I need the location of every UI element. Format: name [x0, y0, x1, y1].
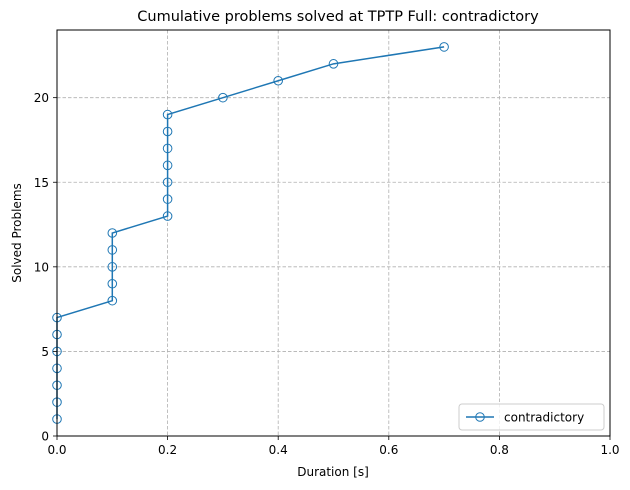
y-tick-label: 15	[34, 176, 49, 190]
data-point	[107, 245, 118, 255]
chart-title: Cumulative problems solved at TPTP Full:…	[137, 9, 539, 25]
y-axis: 0 5 10 15 20	[34, 91, 57, 444]
data-point	[162, 194, 173, 204]
grid	[56, 30, 611, 437]
data-point	[107, 228, 118, 238]
x-tick-label: 0.2	[158, 443, 177, 457]
data-point	[162, 160, 173, 171]
data-point	[107, 262, 118, 272]
y-tick-label: 10	[34, 260, 49, 274]
legend-label: contradictory	[504, 411, 584, 425]
y-tick-label: 20	[34, 91, 49, 105]
legend-box	[458, 403, 605, 431]
x-axis: 0.0 0.2 0.4 0.6 0.8 1.0	[47, 436, 620, 457]
data-point	[107, 278, 118, 289]
x-tick-label: 1.0	[600, 443, 619, 457]
x-tick-label: 0.4	[269, 443, 288, 457]
x-tick-label: 0.8	[490, 443, 509, 457]
data-point	[162, 109, 173, 120]
legend-marker	[475, 412, 485, 422]
data-point	[107, 295, 118, 306]
data-point	[162, 126, 173, 137]
series-line	[56, 46, 445, 420]
data-point	[218, 92, 228, 103]
data-point	[328, 59, 339, 69]
x-tick-label: 0.6	[379, 443, 398, 457]
y-tick-label: 5	[41, 345, 49, 359]
y-axis-label: Solved Problems	[10, 183, 24, 283]
x-axis-label: Duration [s]	[297, 465, 369, 479]
data-point	[162, 143, 173, 154]
legend: contradictory	[458, 403, 605, 431]
y-tick-label: 0	[41, 430, 49, 444]
data-point	[162, 211, 173, 221]
plot-frame	[56, 29, 611, 437]
data-point	[273, 75, 284, 86]
data-point	[162, 177, 173, 188]
x-tick-label: 0.0	[47, 443, 66, 457]
data-point	[439, 42, 449, 52]
